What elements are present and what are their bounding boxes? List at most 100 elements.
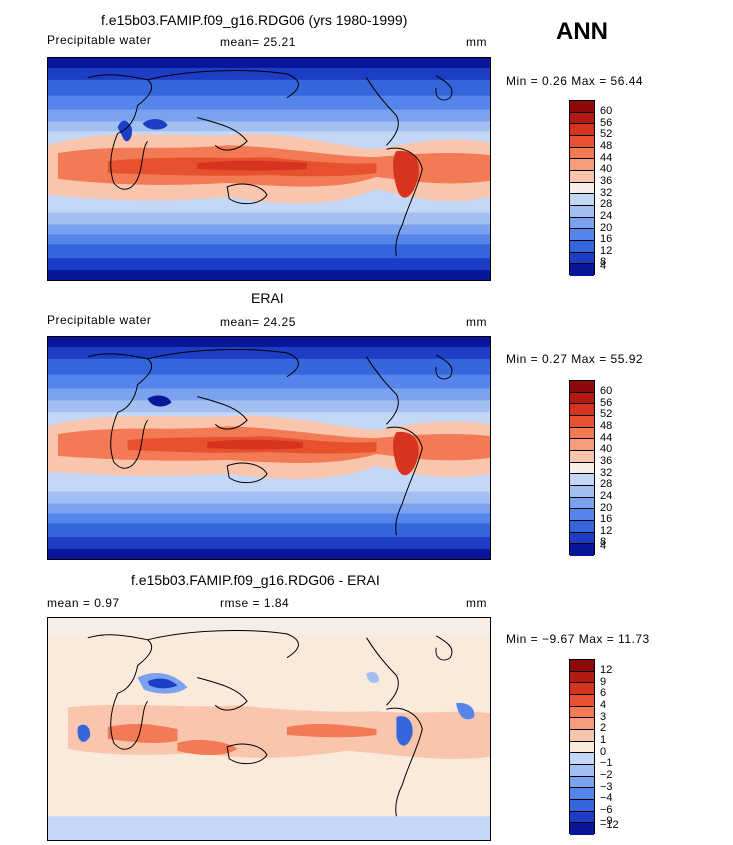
- panel-2-swatch: [570, 427, 594, 440]
- panel-2-swatch: [570, 462, 594, 475]
- panel-2-tick-label: 60: [600, 385, 613, 397]
- panel-3-tick-label: −9: [600, 815, 613, 827]
- panel-3-tick-label: −3: [600, 781, 613, 793]
- panel-3-tick-label: −1: [600, 757, 613, 769]
- panel-1-swatch: [570, 101, 594, 113]
- panel-3-swatch: [570, 799, 594, 812]
- panel-1-tick-label: 40: [600, 163, 613, 175]
- season-label: ANN: [556, 18, 608, 45]
- panel-3-tick-label: 6: [600, 687, 607, 699]
- panel-3-rmse: rmse = 1.84: [220, 596, 290, 610]
- panel-1-tick-label: 4: [600, 260, 607, 272]
- panel-2-tick-label: 20: [600, 502, 613, 514]
- panel-2-swatch: [570, 439, 594, 451]
- panel-2-tick-label: 12: [600, 525, 613, 537]
- panel-2-swatch: [570, 474, 594, 486]
- panel-3-swatch: [570, 729, 594, 742]
- panel-3-swatch: [570, 823, 594, 835]
- panel-3-swatch: [570, 741, 594, 754]
- panel-3-tick-label: −6: [600, 804, 613, 816]
- panel-1-tick-label: 52: [600, 128, 613, 140]
- panel-3-swatch: [570, 671, 594, 684]
- panel-1-tick-label: 20: [600, 222, 613, 234]
- panel-3-swatch: [570, 718, 594, 730]
- panel-3-swatch: [570, 764, 594, 777]
- panel-2-map-svg: [48, 337, 490, 559]
- panel-1-swatch: [570, 112, 594, 125]
- panel-2-swatch: [570, 392, 594, 405]
- panel-3-swatch: [570, 706, 594, 719]
- panel-3-swatch: [570, 776, 594, 789]
- panel-3-minmax: Min = −9.67 Max = 11.73: [506, 632, 650, 646]
- panel-2-title: ERAI: [251, 290, 284, 306]
- panel-2-swatch: [570, 404, 594, 416]
- panel-1-title: f.e15b03.FAMIP.f09_g16.RDG06 (yrs 1980-1…: [101, 12, 408, 28]
- panel-2-tick-label: 28: [600, 478, 613, 490]
- panel-2-tick-label: 40: [600, 443, 613, 455]
- panel-1-swatch: [570, 182, 594, 195]
- panel-2-tick-label: 36: [600, 455, 613, 467]
- panel-2-tick-label: 44: [600, 432, 613, 444]
- panel-2-variable: Precipitable water: [47, 313, 152, 327]
- panel-2-swatch: [570, 450, 594, 463]
- panel-3-swatch: [570, 788, 594, 800]
- panel-1-swatch: [570, 240, 594, 253]
- panel-2-tick-label: 56: [600, 397, 613, 409]
- panel-2-tick-label: 24: [600, 490, 613, 502]
- panel-3-mean: mean = 0.97: [47, 596, 120, 610]
- panel-3-swatch: [570, 753, 594, 765]
- panel-3-map: [47, 617, 491, 841]
- panel-1-swatch: [570, 229, 594, 241]
- panel-1-tick-label: 48: [600, 140, 613, 152]
- panel-3-map-svg: [48, 618, 490, 840]
- panel-2-swatch: [570, 509, 594, 521]
- panel-2-minmax: Min = 0.27 Max = 55.92: [506, 352, 644, 366]
- panel-2-mean: mean= 24.25: [220, 315, 296, 329]
- panel-2-colorbar: [569, 380, 595, 556]
- panel-1-tick-label: 36: [600, 175, 613, 187]
- panel-1-units: mm: [466, 35, 487, 49]
- panel-1-tick-label: 24: [600, 210, 613, 222]
- panel-3-swatch: [570, 811, 594, 824]
- panel-2-swatch: [570, 415, 594, 428]
- panel-2-map: [47, 336, 491, 560]
- panel-3-tick-label: 3: [600, 711, 607, 723]
- panel-3-title: f.e15b03.FAMIP.f09_g16.RDG06 - ERAI: [131, 572, 380, 588]
- panel-1-tick-label: 8: [600, 256, 607, 268]
- panel-1-swatch: [570, 252, 594, 265]
- panel-1-map-svg: [48, 58, 490, 280]
- panel-2-tick-label: 8: [600, 536, 607, 548]
- panel-1-swatch: [570, 170, 594, 183]
- panel-1-variable: Precipitable water: [47, 33, 152, 47]
- panel-2-tick-label: 4: [600, 540, 607, 552]
- panel-1-tick-label: 32: [600, 187, 613, 199]
- panel-1-tick-label: 44: [600, 152, 613, 164]
- panel-1-swatch: [570, 159, 594, 171]
- panel-3-swatch: [570, 660, 594, 672]
- panel-2-swatch: [570, 544, 594, 556]
- panel-1-tick-label: 28: [600, 198, 613, 210]
- panel-1-swatch: [570, 264, 594, 276]
- panel-3-units: mm: [466, 596, 487, 610]
- panel-1-swatch: [570, 205, 594, 218]
- panel-2-swatch: [570, 532, 594, 545]
- panel-1-swatch: [570, 147, 594, 160]
- panel-1-tick-label: 12: [600, 245, 613, 257]
- panel-1-colorbar: [569, 100, 595, 276]
- panel-3-tick-label: 12: [600, 664, 613, 676]
- panel-2-swatch: [570, 520, 594, 533]
- panel-1-tick-label: 16: [600, 233, 613, 245]
- panel-3-tick-label: 9: [600, 676, 607, 688]
- panel-1-map: [47, 57, 491, 281]
- panel-3-swatch: [570, 683, 594, 695]
- panel-3-tick-label: −12: [600, 819, 619, 831]
- panel-1-swatch: [570, 135, 594, 148]
- panel-1-swatch: [570, 217, 594, 230]
- panel-3-tick-label: 2: [600, 722, 607, 734]
- panel-2-tick-label: 52: [600, 408, 613, 420]
- panel-3-tick-label: 0: [600, 746, 607, 758]
- panel-3-swatch: [570, 694, 594, 707]
- panel-2-tick-label: 48: [600, 420, 613, 432]
- panel-2-swatch: [570, 485, 594, 498]
- panel-1-tick-label: 56: [600, 117, 613, 129]
